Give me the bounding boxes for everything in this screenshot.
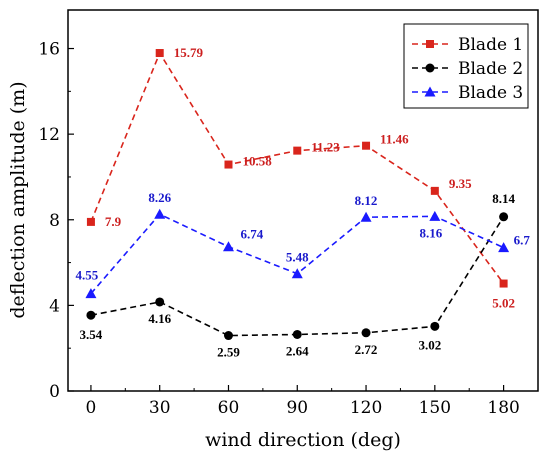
data-point [155, 49, 164, 58]
y-axis-title: deflection amplitude (m) [7, 81, 29, 318]
y-tick-label: 16 [38, 40, 60, 60]
legend-marker [426, 40, 434, 48]
data-point [430, 321, 440, 331]
data-point [224, 160, 233, 169]
data-label: 9.35 [449, 176, 472, 191]
y-tick-label: 12 [38, 125, 60, 145]
legend-label: Blade 2 [458, 59, 523, 79]
data-point [222, 241, 234, 252]
data-label: 11.46 [380, 132, 409, 147]
data-point [499, 212, 509, 222]
data-label: 8.16 [419, 225, 442, 240]
series-2: 4.55 8.26 6.74 5.48 8.12 8.16 6.7 [76, 190, 531, 299]
data-label: 2.72 [355, 342, 378, 357]
data-label: 5.48 [286, 250, 309, 265]
data-point [361, 328, 371, 338]
data-label: 2.64 [286, 343, 309, 358]
legend-marker [424, 86, 436, 97]
data-label: 6.7 [514, 233, 531, 248]
data-point [498, 242, 510, 253]
x-tick-label: 120 [350, 398, 382, 418]
data-point [86, 310, 96, 320]
data-point [362, 141, 371, 150]
data-label: 15.79 [174, 45, 204, 60]
legend: Blade 1 Blade 2 Blade 3 [403, 23, 529, 109]
data-label: 8.26 [148, 190, 171, 205]
data-point [223, 331, 233, 341]
data-label: 2.59 [217, 345, 240, 360]
data-point [430, 186, 439, 195]
data-point [86, 217, 95, 226]
legend-label: Blade 1 [458, 35, 523, 55]
data-label: 4.55 [76, 268, 99, 283]
x-tick-label: 30 [149, 398, 171, 418]
data-point [429, 210, 441, 221]
x-tick-label: 0 [86, 398, 97, 418]
axis-ticks: 0 30 60 90 120 150 180 0 4 8 12 16 [38, 40, 519, 418]
data-label: 6.74 [240, 227, 263, 242]
data-label: 3.54 [80, 327, 103, 342]
x-tick-label: 180 [487, 398, 519, 418]
data-label: 7.9 [105, 214, 122, 229]
data-point [291, 268, 303, 279]
data-label: 8.12 [355, 193, 378, 208]
data-point [293, 146, 302, 155]
data-point [360, 211, 372, 222]
legend-marker [425, 63, 435, 73]
series-1: 3.54 4.16 2.59 2.64 2.72 3.02 8.14 [80, 191, 516, 360]
data-label: 8.14 [492, 191, 515, 206]
data-point [499, 279, 508, 288]
data-label: 5.02 [492, 296, 515, 311]
data-point [155, 297, 165, 307]
x-tick-label: 60 [218, 398, 240, 418]
data-point [154, 208, 166, 219]
series-0: 7.9 15.79 10.58 11.23 11.46 9.35 5.02 [86, 45, 515, 311]
legend-label: Blade 3 [458, 83, 523, 103]
data-label: 4.16 [148, 311, 171, 326]
data-point [292, 329, 302, 339]
legend-box [403, 23, 529, 109]
x-tick-label: 90 [286, 398, 308, 418]
x-tick-label: 150 [419, 398, 451, 418]
y-tick-label: 4 [49, 296, 60, 316]
y-tick-label: 8 [49, 211, 60, 231]
plot-frame [67, 9, 539, 392]
x-axis-title: wind direction (deg) [205, 429, 401, 451]
data-label: 11.23 [311, 140, 340, 155]
series-layer: 7.9 15.79 10.58 11.23 11.46 9.35 5.02 3.54 4.16 2… [76, 45, 531, 360]
data-point [85, 288, 97, 299]
data-label: 10.58 [242, 154, 272, 169]
data-label: 3.02 [418, 337, 441, 352]
y-tick-label: 0 [49, 382, 60, 402]
